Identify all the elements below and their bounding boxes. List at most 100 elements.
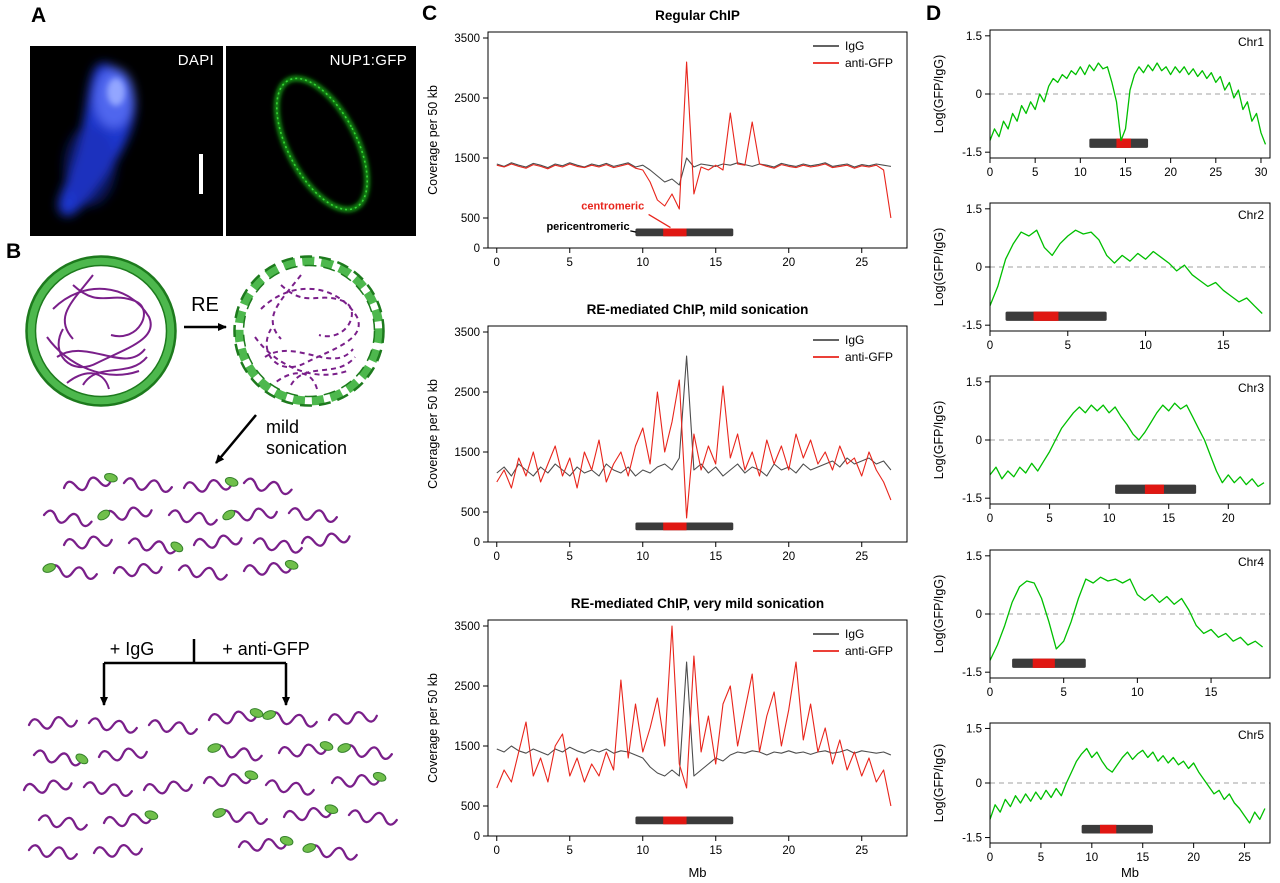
- panel-b-diagram: RE mild sonication + IgG + anti-GFP: [22, 255, 398, 861]
- svg-text:IgG: IgG: [845, 333, 864, 347]
- series-anti-GFP: [496, 625, 892, 807]
- svg-text:20: 20: [1164, 167, 1177, 179]
- gfp-micrograph: NUP1:GFP: [226, 46, 416, 236]
- svg-text:5: 5: [567, 845, 573, 857]
- centromeric-bar: [663, 228, 687, 237]
- y-axis-label: Coverage per 50 kb: [426, 85, 440, 195]
- chromatin-fragment-icon: [112, 562, 163, 578]
- svg-text:centromeric: centromeric: [581, 201, 644, 213]
- re-label: RE: [191, 294, 219, 316]
- dapi-micrograph: DAPI: [30, 46, 223, 236]
- chromatin-fragment-gfp-icon: [277, 741, 334, 758]
- antigfp-label: + anti-GFP: [222, 639, 310, 659]
- svg-text:10: 10: [636, 845, 649, 857]
- svg-text:0: 0: [474, 537, 480, 549]
- svg-text:25: 25: [1209, 167, 1222, 179]
- y-axis-label: Log(GFP/IgG): [932, 744, 946, 823]
- y-axis: -1.5 0 1.5: [962, 551, 990, 679]
- svg-text:2500: 2500: [454, 93, 480, 105]
- svg-text:0: 0: [976, 778, 982, 790]
- chart-title: Regular ChIP: [655, 8, 740, 23]
- svg-text:0: 0: [494, 845, 500, 857]
- chromosome-bar: [1005, 311, 1107, 321]
- svg-text:10: 10: [636, 257, 649, 269]
- chromosome-bar: [1089, 138, 1149, 148]
- svg-text:0: 0: [987, 340, 993, 352]
- series-IgG: [496, 355, 892, 477]
- series-IgG: [496, 661, 892, 777]
- y-axis-label: Log(GFP/IgG): [932, 401, 946, 480]
- centromeric-bar: [663, 816, 687, 825]
- chromatin-fragment-icon: [27, 844, 78, 861]
- igg-result-fragments-icon: [22, 716, 198, 861]
- x-axis: 0 5 10 15: [987, 678, 1217, 699]
- chart-svg-c1: Regular ChIP 0 5 10 15 20 25 0 500 1500 2500 3500 Co…: [426, 8, 908, 269]
- svg-text:20: 20: [1187, 852, 1200, 864]
- svg-text:-1.5: -1.5: [962, 667, 982, 679]
- chart-chr5: 0 5 10 15 20 25 -1.5 0 1.5 Log(GFP/IgG) Mb Chr5: [928, 717, 1278, 883]
- series-Log(GFP/IgG): [989, 402, 1265, 488]
- legend: IgG anti-GFP: [813, 627, 893, 658]
- chr-label: Chr3: [1238, 381, 1264, 395]
- chromatin-fragment-gfp-icon: [262, 710, 318, 728]
- y-axis-label: Log(GFP/IgG): [932, 575, 946, 654]
- svg-text:15: 15: [709, 551, 722, 563]
- y-axis: -1.5 0 1.5: [962, 31, 990, 159]
- chromatin-fragment-icon: [122, 477, 173, 494]
- svg-text:15: 15: [1119, 167, 1132, 179]
- svg-text:0: 0: [976, 609, 982, 621]
- chromosome-bar: [635, 228, 734, 237]
- svg-text:IgG: IgG: [845, 627, 864, 641]
- chromatin-fragment-gfp-icon: [207, 708, 264, 725]
- series-Log(GFP/IgG): [989, 747, 1266, 824]
- plot-frame: [487, 325, 908, 543]
- series-anti-GFP: [496, 379, 892, 519]
- x-axis: 0 5 10 15 20 25: [494, 836, 868, 857]
- svg-text:-1.5: -1.5: [962, 320, 982, 332]
- chart-svg-d5: 0 5 10 15 20 25 -1.5 0 1.5 Log(GFP/IgG) Mb Chr5: [932, 722, 1271, 880]
- svg-text:1.5: 1.5: [966, 31, 982, 43]
- chart-svg-c3: RE-mediated ChIP, very mild sonication 0 5…: [426, 596, 908, 880]
- svg-text:1.5: 1.5: [966, 551, 982, 563]
- chart-svg-c2: RE-mediated ChIP, mild sonication 0 5 10 15 2…: [426, 302, 908, 563]
- x-axis: 0 5 10 15: [987, 331, 1230, 352]
- chromatin-fragment-gfp-icon: [237, 835, 294, 852]
- chromatin-fragment-gfp-icon: [97, 506, 153, 521]
- y-axis: 0 500 1500 2500 3500: [454, 327, 488, 549]
- pericentromeric-bar: [1081, 824, 1153, 834]
- chromatin-fragment-icon: [37, 814, 88, 831]
- annotation: centromeric: [581, 201, 671, 229]
- chromatin-fragment-gfp-icon: [212, 808, 268, 826]
- svg-text:30: 30: [1255, 167, 1268, 179]
- svg-text:20: 20: [1222, 513, 1235, 525]
- chromosome-bar: [1115, 484, 1197, 494]
- chromatin-fragment-icon: [142, 780, 193, 795]
- svg-text:20: 20: [782, 845, 795, 857]
- chromatin-fragment-icon: [264, 779, 315, 796]
- svg-text:10: 10: [1131, 687, 1144, 699]
- chromatin-fragment-gfp-icon: [222, 507, 278, 522]
- y-axis: 0 500 1500 2500 3500: [454, 621, 488, 843]
- svg-text:0: 0: [474, 831, 480, 843]
- svg-text:15: 15: [1162, 513, 1175, 525]
- chromatin-fragment-icon: [177, 564, 228, 581]
- svg-text:25: 25: [855, 551, 868, 563]
- svg-text:2500: 2500: [454, 387, 480, 399]
- svg-text:1.5: 1.5: [966, 723, 982, 735]
- chr-label: Chr4: [1238, 555, 1264, 569]
- sonication-label-1: mild: [266, 417, 299, 437]
- centromeric-bar: [1033, 311, 1059, 321]
- svg-text:0: 0: [494, 257, 500, 269]
- svg-text:1500: 1500: [454, 447, 480, 459]
- svg-text:1.5: 1.5: [966, 204, 982, 216]
- svg-text:pericentromeric: pericentromeric: [546, 221, 629, 233]
- chromatin-fragment-icon: [147, 719, 198, 736]
- chromosome-bar: [635, 522, 734, 531]
- svg-text:1500: 1500: [454, 741, 480, 753]
- svg-text:0: 0: [474, 243, 480, 255]
- chromatin-fragment-icon: [192, 534, 243, 549]
- x-axis: 0 5 10 15 20 25: [494, 248, 868, 269]
- chart-chr1: 0 5 10 15 20 25 30 -1.5 0 1.5 Log(GFP/IgG) Chr1: [928, 24, 1278, 195]
- svg-text:5: 5: [1065, 340, 1071, 352]
